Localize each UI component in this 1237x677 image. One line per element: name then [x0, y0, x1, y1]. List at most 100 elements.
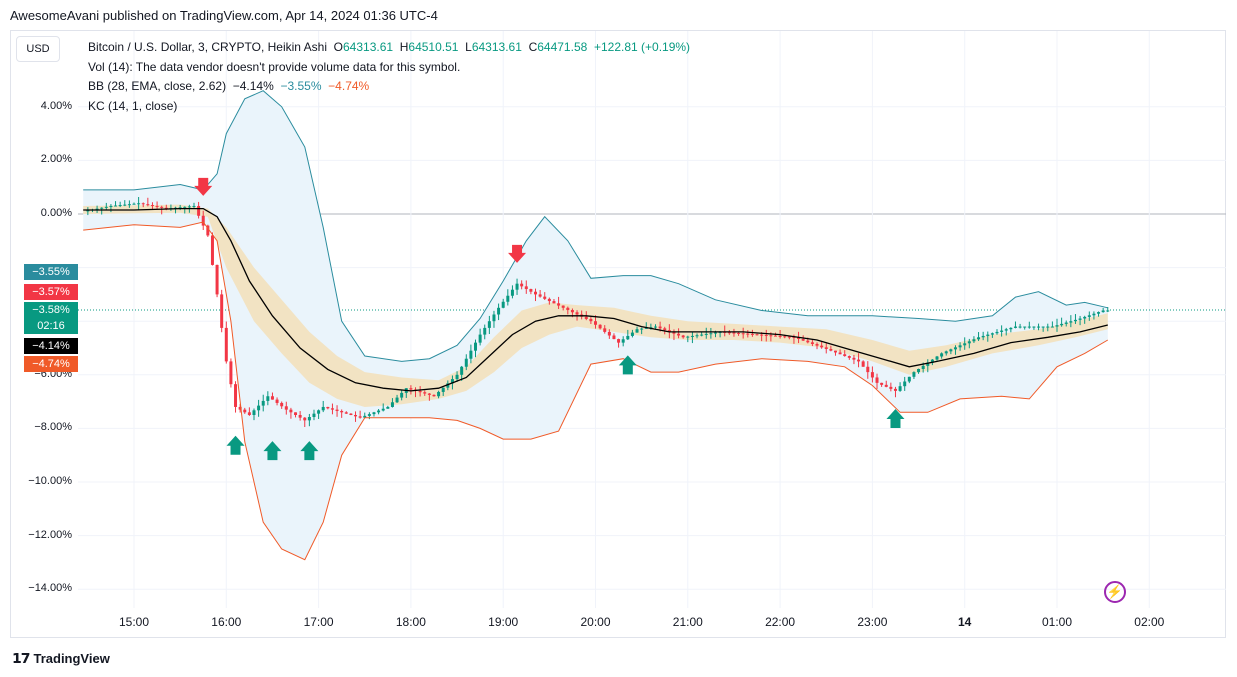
candle-body: [603, 328, 607, 332]
candle-body: [607, 331, 611, 336]
candle-body: [977, 337, 981, 340]
candle-body: [114, 205, 118, 207]
candle-body: [926, 362, 930, 366]
candle-body: [460, 366, 464, 375]
candle-body: [1106, 310, 1110, 312]
candle-body: [737, 332, 741, 334]
candle-body: [630, 332, 634, 336]
bb-row[interactable]: BB (28, EMA, close, 2.62) −4.14% −3.55% …: [88, 77, 690, 97]
candle-body: [164, 207, 168, 209]
candle-body: [450, 379, 454, 384]
candle-body: [381, 408, 385, 411]
candle-body: [474, 342, 478, 351]
x-tick-label: 01:00: [1041, 615, 1073, 629]
candle-body: [815, 343, 819, 346]
candle-body: [372, 412, 376, 415]
buy-arrow-icon: [226, 435, 245, 455]
y-tick-label: −14.00%: [28, 582, 72, 595]
candle-body: [967, 341, 971, 344]
candle-body: [150, 205, 154, 207]
candle-body: [912, 372, 916, 377]
candle-body: [889, 386, 893, 389]
candle-body: [1013, 326, 1017, 328]
candle-body: [197, 205, 201, 216]
candle-body: [464, 358, 468, 367]
candle-body: [538, 294, 542, 297]
candle-body: [963, 343, 967, 346]
candle-body: [653, 326, 657, 328]
candle-body: [432, 394, 436, 397]
candle-body: [455, 374, 459, 380]
candle-body: [898, 386, 902, 391]
candle-body: [561, 305, 565, 308]
kc-row[interactable]: KC (14, 1, close): [88, 98, 178, 113]
candle-body: [875, 377, 879, 383]
buy-arrow-icon: [300, 441, 319, 461]
candle-body: [792, 336, 796, 338]
candle-body: [806, 340, 810, 343]
candle-body: [418, 390, 422, 393]
candle-body: [1060, 323, 1064, 326]
x-tick-label: 23:00: [857, 615, 888, 629]
candle-body: [594, 321, 597, 325]
candle-body: [123, 204, 127, 206]
candle-body: [303, 417, 307, 421]
candle-body: [187, 206, 191, 208]
close-label: C: [528, 40, 538, 54]
candle-body: [1023, 326, 1027, 328]
candle-body: [617, 339, 621, 343]
candle-body: [566, 307, 570, 311]
x-tick-label: 16:00: [211, 615, 242, 629]
price-badge: −4.14%: [24, 338, 78, 354]
candle-body: [644, 327, 648, 329]
candle-body: [377, 410, 381, 413]
candle-body: [284, 406, 288, 410]
candle-body: [427, 393, 431, 395]
open-value: 64313.61: [343, 40, 394, 54]
candle-body: [409, 388, 413, 390]
y-tick-label: −8.00%: [34, 421, 72, 434]
candle-body: [534, 291, 538, 295]
lightning-icon[interactable]: ⚡: [1104, 581, 1126, 603]
candle-body: [335, 409, 339, 411]
candle-body: [746, 333, 750, 335]
candle-body: [118, 205, 122, 207]
candle-body: [557, 303, 561, 306]
candle-body: [543, 296, 547, 299]
candle-body: [1009, 327, 1013, 330]
candle-body: [224, 327, 228, 362]
price-badge: −3.55%: [24, 264, 78, 280]
candle-body: [252, 410, 256, 415]
candle-body: [266, 396, 270, 401]
currency-button[interactable]: USD: [16, 36, 60, 62]
price-badge: −3.58% 02:16: [24, 302, 78, 334]
candle-body: [1092, 313, 1096, 316]
candle-body: [478, 334, 482, 343]
candle-body: [598, 324, 602, 329]
candle-body: [367, 414, 371, 416]
candle-body: [340, 410, 344, 413]
candle-body: [852, 357, 856, 360]
low-label: L: [465, 40, 472, 54]
candle-body: [515, 283, 519, 290]
candle-body: [257, 405, 261, 411]
candle-body: [183, 206, 187, 208]
candle-body: [769, 335, 773, 337]
candle-body: [127, 204, 131, 206]
price-badge: −4.74%: [24, 356, 78, 372]
candle-body: [155, 205, 159, 207]
footer-brand[interactable]: 𝟭𝟳 TradingView: [12, 650, 110, 667]
candle-body: [210, 235, 214, 265]
candle-body: [141, 203, 145, 205]
candle-body: [270, 396, 274, 400]
candle-body: [395, 397, 399, 403]
candle-body: [437, 391, 441, 397]
candle-body: [1064, 322, 1068, 324]
candle-body: [229, 361, 233, 385]
volume-row[interactable]: Vol (14): The data vendor doesn't provid…: [88, 59, 461, 74]
symbol-title[interactable]: Bitcoin / U.S. Dollar, 3, CRYPTO, Heikin…: [88, 40, 327, 54]
x-tick-label: 18:00: [395, 615, 426, 629]
candle-body: [810, 342, 814, 344]
candle-body: [506, 295, 510, 302]
